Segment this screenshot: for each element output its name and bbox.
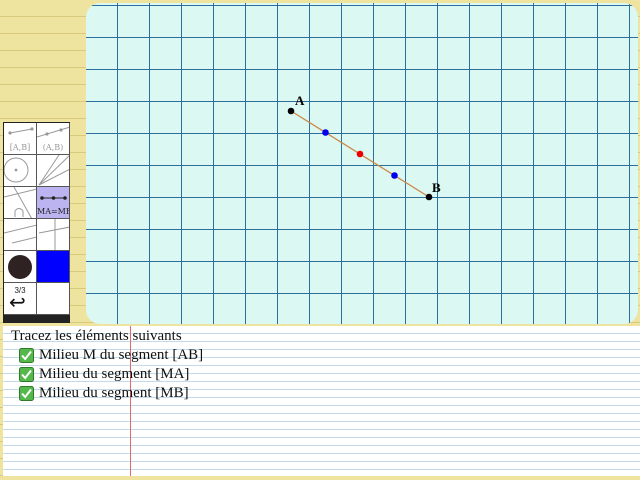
tool-line[interactable]: (A,B) (37, 123, 70, 155)
toolbox-footer (4, 315, 70, 322)
tool-segment[interactable]: [A,B] (4, 123, 37, 155)
midpoint-mb[interactable] (391, 172, 398, 179)
task-item: Milieu du segment [MA] (19, 365, 203, 384)
page-indicator: 3/3 (14, 286, 26, 295)
midpoint-ma[interactable] (322, 129, 329, 136)
tool-parallel[interactable] (37, 219, 70, 251)
toolbox: [A,B] (A,B) MA=MB (3, 122, 70, 323)
task-text: Milieu du segment [MA] (39, 366, 190, 382)
point-a[interactable] (287, 107, 295, 115)
tool-empty[interactable] (37, 283, 70, 315)
perpendicular-tool-icon (4, 224, 36, 244)
task-text: Milieu du segment [MB] (39, 385, 189, 401)
point-b[interactable] (425, 193, 433, 201)
tool-line-label: (A,B) (42, 143, 64, 152)
tool-point-color[interactable] (4, 251, 37, 283)
intersection-tool-icon (4, 187, 36, 218)
line-tool-icon (37, 126, 69, 138)
tool-midpoint[interactable]: MA=MB (37, 187, 70, 219)
tool-segment-label: [A,B] (9, 143, 31, 152)
instructions-title: Tracez les éléments suivants (11, 328, 182, 344)
circle-tool-icon (4, 157, 29, 183)
instructions-panel: Tracez les éléments suivants Milieu M du… (3, 326, 640, 476)
task-item: Milieu M du segment [AB] (19, 346, 203, 365)
rays-tool-icon (38, 155, 69, 186)
tool-rays[interactable] (37, 155, 70, 187)
tool-intersection[interactable] (4, 187, 37, 219)
color-swatch-blue[interactable] (37, 251, 70, 283)
task-list: Milieu M du segment [AB] Milieu du segme… (19, 346, 203, 403)
board-drawing[interactable]: A B (86, 3, 638, 324)
midpoint-tool-icon (40, 196, 67, 200)
check-icon (19, 367, 34, 382)
midpoint-m[interactable] (356, 150, 364, 158)
tool-perpendicular[interactable] (4, 219, 37, 251)
task-item: Milieu du segment [MB] (19, 384, 203, 403)
check-icon (19, 386, 34, 401)
check-icon (19, 348, 34, 363)
segment-tool-icon (8, 127, 34, 135)
point-color-icon (8, 255, 32, 279)
page-navigation[interactable]: 3/3 ↩ (4, 283, 37, 315)
label-a: A (295, 93, 305, 108)
tool-circle[interactable] (4, 155, 37, 187)
task-text: Milieu M du segment [AB] (39, 347, 204, 363)
undo-icon[interactable]: ↩ (9, 290, 26, 314)
margin-line (130, 326, 131, 476)
parallel-tool-icon (38, 219, 69, 250)
geometry-board[interactable]: A B (86, 3, 638, 324)
label-b: B (432, 180, 441, 195)
tool-midpoint-label: MA=MB (37, 207, 70, 216)
